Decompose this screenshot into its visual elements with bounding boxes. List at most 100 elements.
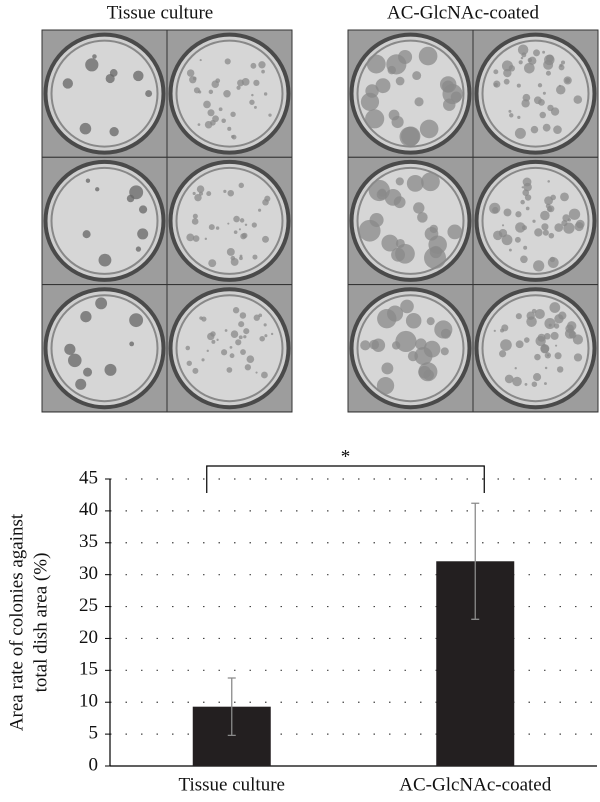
colony bbox=[233, 230, 238, 235]
colony bbox=[203, 100, 211, 109]
colony bbox=[238, 321, 245, 328]
y-tick-label: 30 bbox=[79, 563, 98, 584]
colony bbox=[440, 347, 449, 356]
y-axis-label: total dish area (%) bbox=[30, 553, 51, 693]
colony bbox=[493, 69, 499, 75]
colony bbox=[560, 192, 569, 202]
colony bbox=[424, 227, 439, 241]
colony bbox=[75, 378, 87, 390]
colony bbox=[400, 299, 414, 314]
colony bbox=[531, 381, 538, 387]
colony bbox=[530, 125, 539, 134]
colony bbox=[261, 69, 265, 74]
colony bbox=[235, 339, 242, 346]
colony bbox=[440, 328, 451, 339]
colony bbox=[191, 218, 199, 225]
panel-label: Tissue culture bbox=[107, 2, 213, 23]
colony bbox=[137, 228, 149, 240]
colony bbox=[138, 205, 148, 214]
colony bbox=[399, 126, 420, 147]
colony bbox=[261, 371, 268, 379]
colony bbox=[206, 191, 212, 197]
colony bbox=[366, 54, 386, 74]
colony bbox=[229, 346, 233, 349]
colony bbox=[243, 328, 250, 335]
colony bbox=[215, 226, 220, 230]
colony bbox=[85, 178, 91, 183]
colony bbox=[365, 109, 385, 129]
colony bbox=[239, 256, 243, 261]
colony bbox=[554, 223, 564, 232]
colony bbox=[197, 123, 201, 126]
colony bbox=[92, 54, 97, 59]
colony bbox=[226, 367, 233, 373]
colony bbox=[501, 224, 505, 227]
colony bbox=[447, 224, 463, 240]
colony bbox=[270, 332, 274, 336]
colony bbox=[223, 90, 231, 98]
y-tick-label: 25 bbox=[79, 595, 98, 616]
colony bbox=[554, 352, 562, 360]
colony bbox=[395, 243, 415, 264]
colony bbox=[105, 73, 115, 84]
colony bbox=[547, 104, 554, 112]
colony bbox=[515, 211, 522, 218]
colony bbox=[414, 97, 424, 107]
colony bbox=[501, 324, 509, 332]
colony bbox=[80, 311, 92, 323]
colony bbox=[230, 330, 239, 338]
significance-mark: * bbox=[341, 446, 351, 467]
colony bbox=[443, 98, 456, 111]
colony bbox=[135, 246, 142, 252]
colony bbox=[508, 248, 512, 252]
dish-rim bbox=[175, 294, 284, 403]
y-tick-label: 35 bbox=[79, 531, 98, 552]
colony bbox=[501, 234, 513, 246]
colony bbox=[376, 377, 395, 395]
colony bbox=[553, 323, 560, 329]
colony bbox=[499, 350, 507, 358]
colony bbox=[253, 79, 260, 86]
colony bbox=[224, 58, 231, 65]
colony bbox=[419, 119, 439, 139]
colony bbox=[508, 109, 512, 113]
colony bbox=[548, 323, 552, 327]
colony bbox=[227, 222, 230, 225]
colony bbox=[196, 185, 205, 193]
colony bbox=[421, 172, 440, 192]
colony bbox=[192, 191, 196, 196]
colony bbox=[542, 50, 546, 54]
colony bbox=[226, 247, 235, 256]
colony bbox=[377, 308, 397, 329]
colony bbox=[559, 63, 563, 67]
colony bbox=[258, 208, 262, 212]
colony bbox=[381, 234, 399, 252]
colony bbox=[533, 373, 542, 382]
colony bbox=[104, 363, 117, 376]
colony bbox=[532, 219, 536, 223]
colony bbox=[239, 218, 245, 223]
colony bbox=[545, 54, 554, 63]
colony bbox=[375, 78, 391, 94]
colony bbox=[568, 208, 581, 220]
colony bbox=[542, 91, 546, 95]
colony bbox=[243, 335, 247, 339]
colony bbox=[240, 349, 246, 355]
colony bbox=[381, 362, 394, 375]
colony bbox=[534, 228, 543, 237]
colony bbox=[251, 93, 254, 97]
colony bbox=[223, 189, 227, 193]
colony bbox=[232, 307, 240, 314]
colony bbox=[221, 118, 226, 124]
colony bbox=[518, 60, 523, 65]
colony bbox=[365, 84, 379, 98]
colony bbox=[544, 382, 547, 386]
colony bbox=[85, 58, 99, 72]
colony bbox=[514, 367, 517, 370]
colony bbox=[262, 198, 269, 206]
colony bbox=[192, 213, 198, 219]
colony bbox=[253, 314, 260, 321]
colony bbox=[192, 235, 200, 242]
colony bbox=[573, 95, 583, 104]
